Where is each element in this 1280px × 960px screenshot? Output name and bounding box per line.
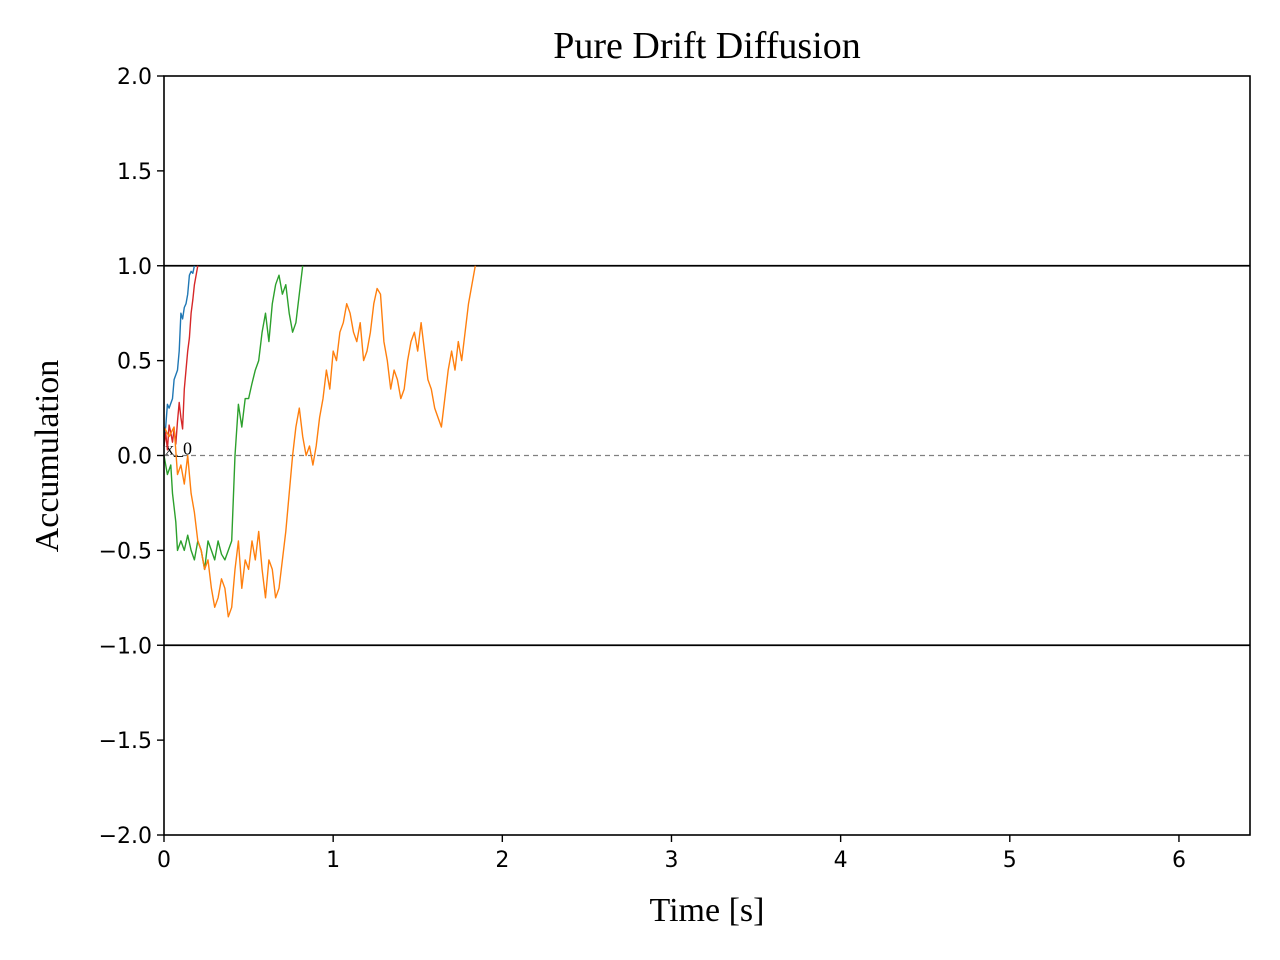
x-tick-label: 1	[326, 848, 340, 873]
x-axis-label: Time [s]	[650, 892, 765, 929]
series-line-1	[163, 265, 196, 437]
y-tick-label: 1.5	[117, 160, 152, 185]
y-tick-label: −2.0	[99, 824, 152, 849]
y-tick-label: −1.0	[99, 634, 152, 659]
y-tick-label: 0.5	[117, 350, 152, 375]
annotation-label: x_0	[165, 439, 192, 459]
y-tick-label: 0.0	[117, 445, 152, 470]
x-tick-label: 5	[1003, 848, 1017, 873]
x-tick-label: 2	[495, 848, 509, 873]
x-tick-label: 0	[157, 848, 171, 873]
x-tick-label: 4	[834, 848, 848, 873]
y-tick-label: 1.0	[117, 255, 152, 280]
chart-title: Pure Drift Diffusion	[553, 25, 861, 67]
series-line-2	[163, 265, 199, 451]
series-line-4	[163, 265, 476, 618]
ticks: 0 1 2 3 4 5 6 2.0 1.5 1.0 0.5 0.0 −0.5 −1.0 −1.5 −2.0	[99, 65, 1186, 873]
x-tick-label: 3	[664, 848, 678, 873]
plot-area: x_0	[164, 264, 1250, 647]
y-tick-label: 2.0	[117, 65, 152, 90]
y-tick-label: −1.5	[99, 729, 152, 754]
plot-frame	[163, 75, 1251, 836]
series-line-3	[163, 265, 304, 571]
series-group	[163, 265, 476, 618]
y-tick-label: −0.5	[99, 539, 152, 564]
x-tick-label: 6	[1172, 848, 1186, 873]
y-axis-label: Accumulation	[29, 360, 66, 553]
